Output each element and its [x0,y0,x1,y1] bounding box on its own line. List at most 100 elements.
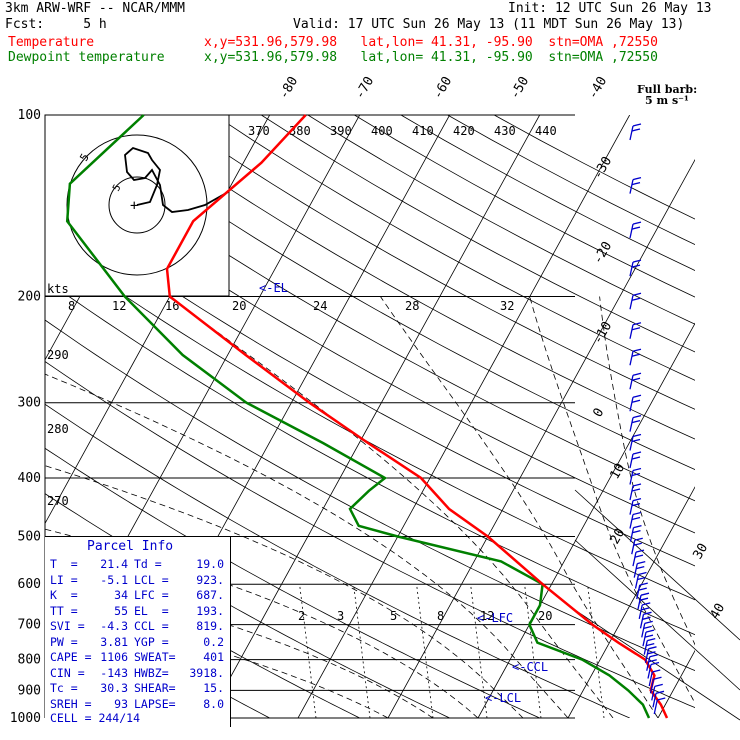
parcel-info-row: Tc = 30.3 SHEAR= 15. [50,681,224,695]
wind-barb-flag [631,438,641,443]
frame-diagonal [574,609,740,721]
legend-dewpoint-info: x,y=531.96,579.98 lat,lon= 41.31, -95.90… [204,50,658,65]
wind-barb-flag [631,181,641,186]
wind-barb-flag [632,123,642,127]
moist-adiabat [599,296,695,646]
parcel-key: PW = [50,634,78,649]
hodograph-ring-label: 5 [111,183,124,194]
wind-barb-flag [632,372,642,376]
wind-barb [648,671,653,687]
wind-barb-flag [631,399,641,403]
parcel-key: CCL = [134,619,169,633]
parcel-info-row: SREH = 93 LAPSE= 8.0 [50,697,224,711]
header-init: Init: 12 UTC Sun 26 May 13 [508,1,712,16]
wind-barb [638,604,643,620]
dry-adiabat [45,403,630,718]
wind-barb [629,223,634,239]
parcel-value: 193. [196,603,224,618]
frame-diagonal [574,539,740,691]
legend-temperature-info: x,y=531.96,579.98 lat,lon= 41.31, -95.90… [204,35,658,50]
dry-adiabat [45,239,695,601]
parcel-key: Tc = [50,681,78,695]
dry-adiabat [45,163,695,534]
pressure-tick-label: 100 [18,108,41,123]
temperature-tick-label: -50 [507,74,532,102]
parcel-value: 30.3 [100,681,128,695]
pressure-tick-label: 400 [18,471,41,486]
parcel-info-row: T = 21.4 Td = 19.0 [50,557,224,571]
wind-barb [631,540,636,555]
wind-barb-flag [642,602,651,606]
wind-barb [653,699,658,715]
parcel-key: SWEAT= [134,650,176,664]
wind-barb-flag [648,659,657,663]
parcel-value: -5.1 [100,572,128,587]
wind-barb-flag [632,259,642,263]
header-fcst: Fcst: 5 h [5,17,107,32]
wind-barb [629,179,634,194]
speed-label: kts [47,282,69,296]
wind-barb [629,470,634,485]
mixing-ratio-label: 20 [538,609,552,623]
wind-barb [629,125,634,141]
lfc-marker: <-LFC [477,611,513,625]
temperature-tick-label: -60 [430,74,455,102]
mixing-ratio-label: 3 [337,609,344,623]
parcel-value: 8.0 [203,696,224,711]
mixing-ratio-line [587,584,605,718]
pressure-tick-label: 800 [18,653,41,668]
ccl-marker: <-CCL [512,660,548,674]
wind-barb-flag [631,488,641,492]
wind-barb-flag [639,597,649,601]
wind-barb-flag [631,353,641,357]
parcel-value: 55 [114,603,128,618]
dry-adiabat [121,115,695,440]
wind-barb-flag [639,582,648,586]
temperature-tick-label: 40 [707,601,728,622]
parcel-key: LI = [50,572,78,587]
parcel-value: 15. [203,681,224,695]
theta-top-label: 440 [535,124,557,138]
wind-barb-flag [632,433,642,438]
wind-barb [647,664,652,679]
temperature-tick-label: 0 [590,406,607,420]
hodograph-ring [108,176,166,234]
temperature-tick-label: -80 [276,74,301,102]
wind-barb-flag [637,576,646,581]
legend-dewpoint-label: Dewpoint temperature [8,50,165,65]
wind-barb-flag [635,549,645,553]
wind-barb-flag [632,467,642,472]
speed-label: 12 [112,299,126,313]
theta-top-label: 420 [453,124,475,138]
parcel-key: LFC = [134,588,169,602]
wind-barb-flag [645,629,655,633]
pressure-tick-label: 500 [18,529,41,544]
wind-barb [629,351,634,366]
dry-adiabat [167,115,695,410]
mixing-ratio-line [524,584,542,718]
wind-barb [629,261,634,277]
parcel-value: 401 [203,650,224,664]
wind-barb [641,623,646,638]
parcel-key: SHEAR= [134,681,176,695]
temperature-tick-label: -70 [352,74,377,102]
wind-barb-flag [631,472,641,477]
pressure-tick-label: 200 [18,290,41,305]
wind-barb-flag [641,607,650,611]
wind-barb-flag [633,542,642,546]
parcel-info-row: SVI = -4.3 CCL = 819. [50,619,224,633]
wind-barb-flag [631,128,641,132]
dry-adiabat [45,319,695,672]
parcel-value: 21.4 [100,557,128,571]
dry-adiabat [214,115,695,381]
wind-barb-flag [631,327,641,331]
wind-barb [637,595,642,610]
wind-barb [643,640,648,655]
wind-barb-flag [631,297,641,301]
parcel-value: 34 [114,588,128,602]
header-title: 3km ARW-WRF -- NCAR/MMM [5,1,186,16]
wind-barb [629,485,634,501]
parcel-key: SREH = [50,696,92,711]
temperature-tick-label: 30 [690,541,711,562]
wind-barb [632,552,637,567]
